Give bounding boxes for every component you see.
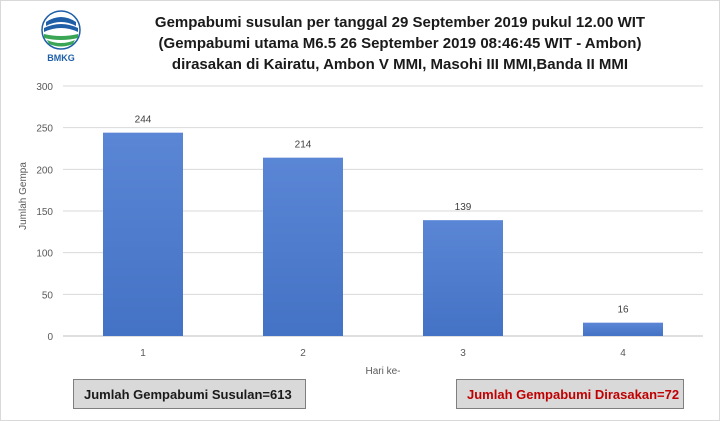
x-tick-label: 4 — [620, 348, 626, 359]
x-tick-label: 1 — [140, 348, 146, 359]
title-line-1: Gempabumi susulan per tanggal 29 Septemb… — [154, 14, 646, 31]
y-axis-label: Jumlah Gempa — [18, 162, 29, 230]
total-aftershocks-box: Jumlah Gempabumi Susulan=613 — [73, 379, 306, 409]
logo-text: BMKG — [47, 53, 75, 63]
chart-title: Gempabumi susulan per tanggal 29 Septemb… — [100, 12, 700, 75]
bar-day-3 — [423, 220, 503, 336]
y-tick-label: 150 — [36, 207, 53, 218]
felt-earthquakes-box: Jumlah Gempabumi Dirasakan=72 — [456, 379, 684, 409]
bmkg-logo: BMKG — [41, 10, 81, 63]
bar-day-4 — [583, 322, 663, 336]
y-tick-label: 200 — [36, 165, 53, 176]
y-tick-label: 300 — [36, 82, 53, 93]
x-tick-label: 3 — [460, 348, 466, 359]
bar-day-1 — [103, 132, 183, 336]
y-tick-label: 250 — [36, 124, 53, 135]
title-line-2: (Gempabumi utama M6.5 26 September 2019 … — [158, 35, 642, 52]
y-tick-labels: 0 50 100 150 200 250 300 — [36, 82, 53, 343]
data-label: 214 — [295, 140, 312, 151]
y-tick-label: 100 — [36, 249, 53, 260]
bar-day-2 — [263, 157, 343, 336]
data-labels: 244 214 139 16 — [135, 115, 629, 316]
data-label: 16 — [617, 305, 629, 316]
y-tick-label: 0 — [47, 332, 53, 343]
x-tick-labels: 1 2 3 4 — [140, 348, 626, 359]
data-label: 244 — [135, 115, 152, 126]
x-axis-label: Hari ke- — [365, 366, 400, 377]
data-label: 139 — [455, 202, 472, 213]
x-tick-label: 2 — [300, 348, 306, 359]
y-tick-label: 50 — [42, 290, 54, 301]
title-line-3: dirasakan di Kairatu, Ambon V MMI, Masoh… — [171, 56, 629, 73]
bars — [103, 132, 663, 336]
